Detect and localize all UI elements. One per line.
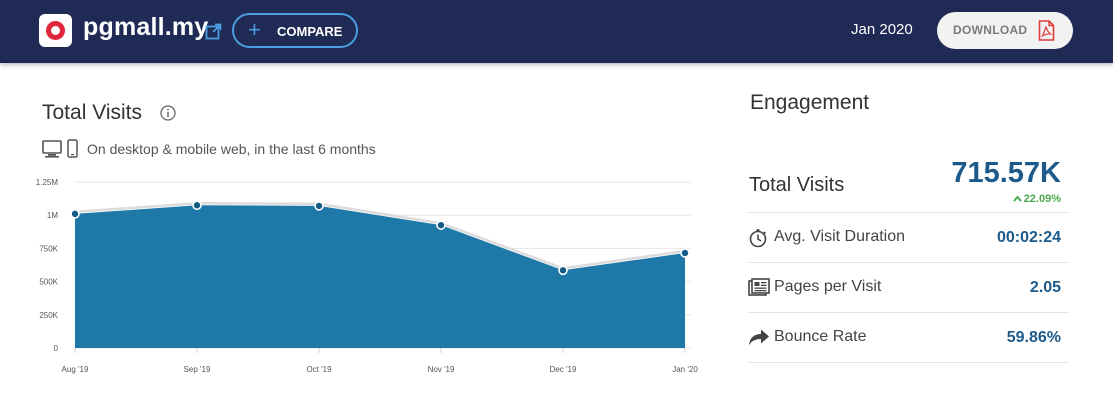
compare-button-label: COMPARE bbox=[277, 24, 343, 39]
x-tick-label: Dec '19 bbox=[550, 365, 577, 374]
site-name: pgmall.my bbox=[83, 13, 209, 41]
total-visits-change: 22.09% bbox=[1012, 193, 1061, 205]
visits-area bbox=[75, 205, 685, 348]
top-header-bar: pgmall.my + COMPARE Jan 2020 DOWNLOAD bbox=[0, 0, 1113, 63]
download-button[interactable]: DOWNLOAD bbox=[937, 12, 1073, 49]
stopwatch-icon bbox=[749, 229, 767, 248]
visits-line-shadow bbox=[74, 201, 686, 270]
pages-per-visit-value: 2.05 bbox=[1029, 279, 1061, 296]
engagement-row-bounce-rate: Bounce Rate 59.86% bbox=[748, 313, 1069, 363]
data-point[interactable] bbox=[70, 209, 80, 219]
chart-y-axis: 0 250K 500K 750K 1M 1.25M bbox=[36, 178, 59, 353]
up-chevron-icon bbox=[1012, 195, 1022, 202]
y-tick-label: 250K bbox=[39, 311, 58, 320]
data-point[interactable] bbox=[436, 220, 446, 230]
engagement-total-visits-label: Total Visits bbox=[749, 174, 845, 196]
bounce-rate-label: Bounce Rate bbox=[774, 328, 867, 345]
total-visits-title: Total Visits bbox=[42, 101, 142, 124]
total-visits-chart: 0 250K 500K 750K 1M 1.25M Aug '19 Sep '19 Oct '… bbox=[36, 178, 699, 374]
bounce-rate-value: 59.86% bbox=[1006, 329, 1061, 346]
engagement-row-pages-per-visit: Pages per Visit 2.05 bbox=[748, 263, 1069, 313]
avg-visit-duration-label: Avg. Visit Duration bbox=[774, 228, 906, 245]
y-tick-label: 500K bbox=[39, 278, 58, 287]
engagement-row-avg-visit-duration: Avg. Visit Duration 00:02:24 bbox=[748, 213, 1069, 263]
external-link-icon[interactable] bbox=[205, 23, 222, 40]
download-button-label: DOWNLOAD bbox=[953, 23, 1028, 37]
x-tick-label: Oct '19 bbox=[306, 365, 332, 374]
total-visits-change-value: 22.09% bbox=[1023, 193, 1061, 205]
engagement-total-visits-row: Total Visits 715.57K 22.09% bbox=[748, 155, 1069, 213]
chart-points bbox=[70, 200, 690, 276]
avg-visit-duration-value: 00:02:24 bbox=[996, 229, 1061, 246]
info-icon[interactable] bbox=[160, 105, 176, 121]
chart-x-axis: Aug '19 Sep '19 Oct '19 Nov '19 Dec '19 Jan '… bbox=[62, 348, 698, 374]
x-tick-label: Nov '19 bbox=[428, 365, 455, 374]
bounce-arrow-icon bbox=[749, 329, 769, 345]
data-point[interactable] bbox=[192, 200, 202, 211]
pages-per-visit-label: Pages per Visit bbox=[774, 278, 882, 295]
pages-icon bbox=[748, 278, 770, 296]
date-selector[interactable]: Jan 2020 bbox=[851, 21, 913, 38]
data-point[interactable] bbox=[680, 248, 690, 258]
engagement-table: Total Visits 715.57K 22.09% Avg. Visit D… bbox=[748, 155, 1069, 363]
engagement-title: Engagement bbox=[750, 91, 870, 114]
plus-icon: + bbox=[248, 17, 261, 42]
y-tick-label: 750K bbox=[39, 244, 58, 253]
x-tick-label: Aug '19 bbox=[62, 365, 89, 374]
data-point[interactable] bbox=[314, 201, 324, 211]
compare-button[interactable]: + COMPARE bbox=[232, 13, 358, 48]
x-tick-label: Jan '20 bbox=[672, 365, 698, 374]
total-visits-subtitle: On desktop & mobile web, in the last 6 m… bbox=[87, 141, 376, 157]
pdf-icon bbox=[1038, 20, 1055, 41]
engagement-total-visits-value: 715.57K bbox=[951, 157, 1061, 189]
site-favicon bbox=[39, 14, 72, 47]
x-tick-label: Sep '19 bbox=[184, 365, 211, 374]
desktop-mobile-icon bbox=[42, 139, 78, 158]
y-tick-label: 1M bbox=[47, 211, 58, 220]
y-tick-label: 0 bbox=[54, 344, 59, 353]
y-tick-label: 1.25M bbox=[36, 178, 59, 187]
data-point[interactable] bbox=[558, 265, 568, 276]
